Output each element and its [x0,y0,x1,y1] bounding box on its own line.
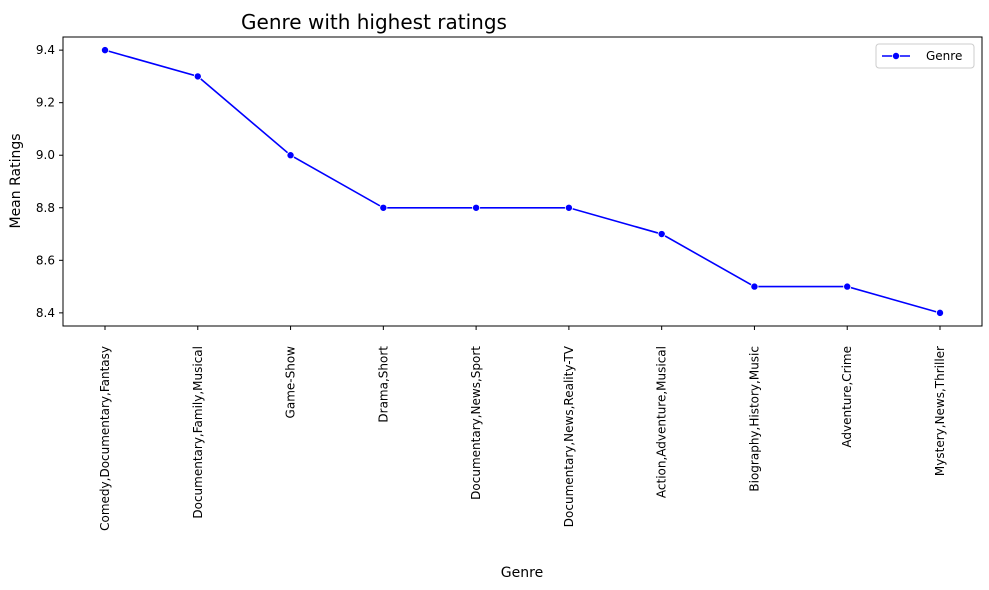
data-point [564,203,573,212]
y-axis-title: Mean Ratings [8,133,24,228]
data-point [193,72,202,81]
data-point [657,230,666,239]
y-tick-label: 9.0 [36,148,55,162]
x-tick-label: Mystery,News,Thriller [933,346,947,476]
y-tick-label: 9.4 [36,43,55,57]
legend-marker [892,52,901,61]
x-tick-label: Comedy,Documentary,Fantasy [98,346,112,531]
x-axis-title: Genre [501,565,543,581]
data-point [472,203,481,212]
y-tick-label: 8.6 [36,253,55,267]
legend-box [875,43,975,69]
plot-frame [62,36,983,327]
series-line [104,49,941,314]
chart-title: Genre with highest ratings [241,10,507,34]
y-tick-label: 9.2 [36,96,55,110]
legend-label: Genre [926,49,962,63]
x-tick-label: Biography,History,Music [747,346,761,492]
x-tick-label: Adventure,Crime [840,346,854,448]
x-tick-label: Documentary,Family,Musical [191,346,205,519]
data-point [379,203,388,212]
x-tick-label: Documentary,News,Reality-TV [562,345,576,527]
x-tick-label: Documentary,News,Sport [469,346,483,500]
y-tick-label: 8.8 [36,201,55,215]
x-tick-label: Drama,Short [376,346,390,423]
x-tick-label: Game-Show [284,346,298,419]
y-tick-label: 8.4 [36,306,55,320]
data-point [750,282,759,291]
legend: Genre [875,43,975,69]
data-point [286,151,295,160]
x-tick-label: Action,Adventure,Musical [655,346,669,498]
data-point [843,282,852,291]
data-point [101,46,110,55]
data-point [936,308,945,317]
plot-area: 8.4 8.6 8.8 9.0 9.2 9.4 Comedy,Documentary,Fan… [36,36,983,531]
